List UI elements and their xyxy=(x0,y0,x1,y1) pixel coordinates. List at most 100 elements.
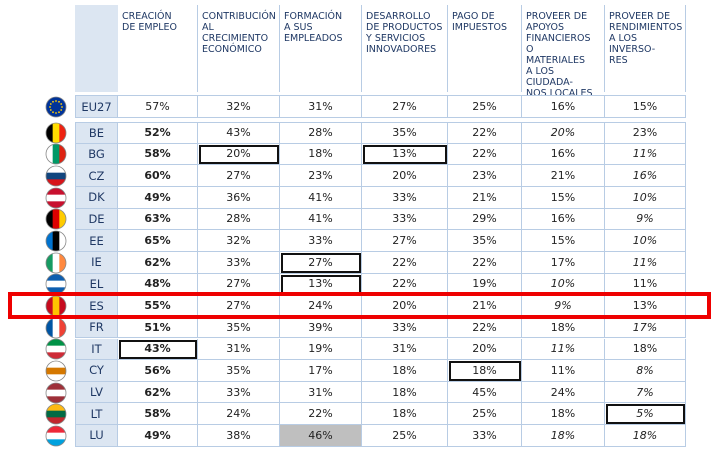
value-cell: 39% xyxy=(280,316,362,339)
flag-icon xyxy=(45,252,67,274)
flag-icon xyxy=(45,187,67,209)
flag-icon xyxy=(45,338,67,360)
header-line: DE PRODUCTOS xyxy=(366,22,443,33)
value-cell: 11% xyxy=(605,251,686,274)
value-cell: 22% xyxy=(362,251,448,274)
value-cell: 24% xyxy=(198,403,280,426)
country-code: BE xyxy=(75,122,118,144)
value-cell: 31% xyxy=(280,381,362,404)
header-line: IMPUESTOS xyxy=(452,22,508,33)
column-header: PROVEER DE APOYOS FINANCIEROS O MATERIALES A… xyxy=(522,5,605,99)
value-cell: 38% xyxy=(198,425,280,447)
header-line: CONTRIBUCIÓN xyxy=(202,11,276,22)
value-cell: 10% xyxy=(605,186,686,209)
value-cell: 20% xyxy=(522,122,605,144)
header-line: FORMACIÓN xyxy=(284,11,343,22)
value-cell: 15% xyxy=(522,230,605,252)
value-cell: 27% xyxy=(198,165,280,187)
value-cell: 18% xyxy=(522,316,605,339)
value-cell: 17% xyxy=(605,316,686,339)
header-line: CREACIÓN xyxy=(122,11,172,22)
value-cell: 45% xyxy=(448,381,522,404)
header-line: ECONÓMICO xyxy=(202,44,262,55)
column-header: DESARROLLO DE PRODUCTOS Y SERVICIOS INNOVAD… xyxy=(362,5,448,92)
value-cell: 23% xyxy=(605,122,686,144)
value-cell: 33% xyxy=(362,208,448,231)
header-line: FINANCIEROS O xyxy=(526,33,591,55)
value-cell: 16% xyxy=(522,208,605,231)
value-cell: 25% xyxy=(448,403,522,426)
value-cell: 11% xyxy=(522,338,605,361)
value-cell: 9% xyxy=(605,208,686,231)
header-line: A LOS INVERSO- xyxy=(609,33,656,55)
value-cell: 22% xyxy=(448,122,522,144)
value-cell: 17% xyxy=(522,251,605,274)
country-code: LU xyxy=(75,425,118,447)
value-cell: 60% xyxy=(118,165,198,187)
value-cell: 20% xyxy=(362,295,448,317)
value-cell: 32% xyxy=(198,95,280,118)
value-cell: 62% xyxy=(118,251,198,274)
value-cell: 25% xyxy=(448,95,522,118)
value-cell: 36% xyxy=(198,186,280,209)
value-cell: 16% xyxy=(522,143,605,166)
flag-icon xyxy=(45,230,67,252)
country-code: LT xyxy=(75,403,118,426)
flag-icon xyxy=(45,96,67,117)
value-cell: 52% xyxy=(118,122,198,144)
flag-icon xyxy=(45,122,67,144)
value-cell: 63% xyxy=(118,208,198,231)
value-cell: 10% xyxy=(522,273,605,296)
value-cell: 51% xyxy=(118,316,198,339)
value-cell: 43% xyxy=(118,338,198,361)
flag-icon xyxy=(45,403,67,425)
value-cell: 18% xyxy=(522,403,605,426)
country-code: CZ xyxy=(75,165,118,187)
flag-icon xyxy=(45,382,67,404)
value-cell: 16% xyxy=(605,165,686,187)
value-cell: 18% xyxy=(362,381,448,404)
value-cell: 29% xyxy=(448,208,522,231)
header-line: NOS LOCALES xyxy=(526,88,593,99)
header-line: Y SERVICIOS xyxy=(366,33,426,44)
header-code-cell xyxy=(75,5,118,92)
value-cell: 20% xyxy=(198,143,280,166)
value-cell: 22% xyxy=(362,273,448,296)
value-cell: 33% xyxy=(280,230,362,252)
value-cell: 5% xyxy=(605,403,686,426)
country-code: EU27 xyxy=(75,95,118,118)
value-cell: 28% xyxy=(198,208,280,231)
country-code: LV xyxy=(75,381,118,404)
country-code: BG xyxy=(75,143,118,166)
column-header: CREACIÓN DE EMPLEO xyxy=(118,5,198,92)
flag-icon xyxy=(45,317,67,339)
country-code: CY xyxy=(75,360,118,382)
value-cell: 22% xyxy=(280,403,362,426)
value-cell: 33% xyxy=(448,425,522,447)
flag-icon xyxy=(45,425,67,447)
value-cell: 24% xyxy=(522,381,605,404)
header-line: PROVEER DE xyxy=(609,11,671,22)
value-cell: 15% xyxy=(522,186,605,209)
value-cell: 41% xyxy=(280,186,362,209)
country-code: FR xyxy=(75,316,118,339)
column-header: CONTRIBUCIÓN AL CRECIMIENTO ECONÓMICO xyxy=(198,5,280,92)
value-cell: 49% xyxy=(118,186,198,209)
country-code: EL xyxy=(75,273,118,296)
value-cell: 56% xyxy=(118,360,198,382)
header-line: RENDIMIENTOS xyxy=(609,22,683,33)
value-cell: 18% xyxy=(280,143,362,166)
highlight-box xyxy=(8,292,711,320)
value-cell: 33% xyxy=(362,186,448,209)
value-cell: 8% xyxy=(605,360,686,382)
value-cell: 35% xyxy=(198,360,280,382)
value-cell: 62% xyxy=(118,381,198,404)
value-cell: 23% xyxy=(448,165,522,187)
value-cell: 13% xyxy=(362,143,448,166)
value-cell: 33% xyxy=(362,316,448,339)
value-cell: 18% xyxy=(362,360,448,382)
value-cell: 7% xyxy=(605,381,686,404)
value-cell: 10% xyxy=(605,230,686,252)
value-cell: 18% xyxy=(448,360,522,382)
country-code: IE xyxy=(75,251,118,274)
